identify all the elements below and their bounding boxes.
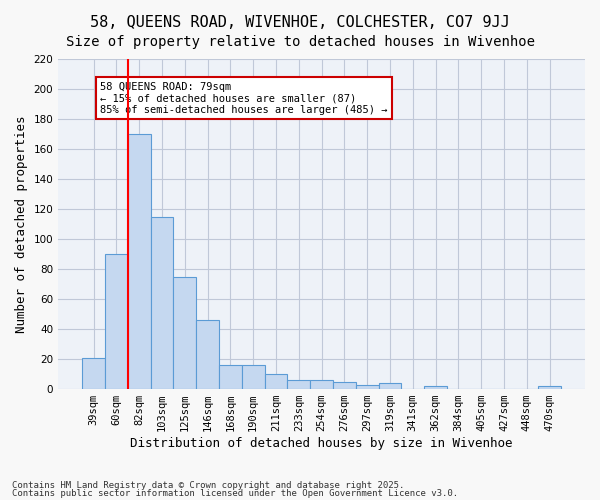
Bar	[424, 386, 447, 389]
Bar	[173, 276, 196, 389]
Bar	[128, 134, 151, 389]
Text: 58, QUEENS ROAD, WIVENHOE, COLCHESTER, CO7 9JJ: 58, QUEENS ROAD, WIVENHOE, COLCHESTER, C…	[90, 15, 510, 30]
Bar	[82, 358, 105, 389]
Bar	[333, 382, 356, 389]
Bar	[242, 365, 265, 389]
Bar	[265, 374, 287, 389]
Bar	[151, 216, 173, 389]
Bar	[356, 384, 379, 389]
Text: Contains HM Land Registry data © Crown copyright and database right 2025.: Contains HM Land Registry data © Crown c…	[12, 481, 404, 490]
Text: Size of property relative to detached houses in Wivenhoe: Size of property relative to detached ho…	[65, 35, 535, 49]
Bar	[105, 254, 128, 389]
Text: Contains public sector information licensed under the Open Government Licence v3: Contains public sector information licen…	[12, 488, 458, 498]
Bar	[538, 386, 561, 389]
Y-axis label: Number of detached properties: Number of detached properties	[15, 116, 28, 333]
Bar	[287, 380, 310, 389]
Bar	[379, 383, 401, 389]
Text: 58 QUEENS ROAD: 79sqm
← 15% of detached houses are smaller (87)
85% of semi-deta: 58 QUEENS ROAD: 79sqm ← 15% of detached …	[100, 82, 388, 114]
Bar	[310, 380, 333, 389]
Bar	[196, 320, 219, 389]
X-axis label: Distribution of detached houses by size in Wivenhoe: Distribution of detached houses by size …	[130, 437, 513, 450]
Bar	[219, 365, 242, 389]
